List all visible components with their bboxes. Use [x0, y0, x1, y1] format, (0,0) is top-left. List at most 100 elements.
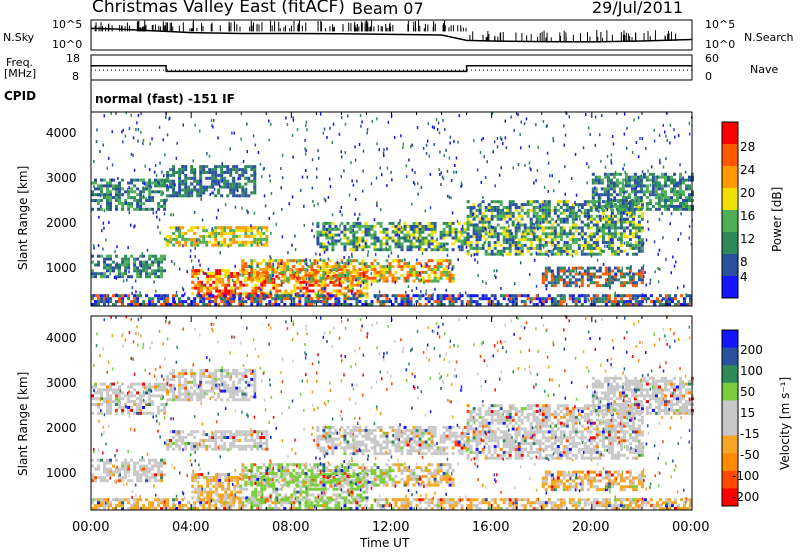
power-cell: [619, 269, 623, 273]
power-cell: [544, 217, 548, 221]
power-cell: [538, 300, 542, 304]
power-cell: [448, 227, 452, 231]
power-cell: [594, 186, 596, 190]
power-cell: [648, 199, 652, 202]
power-cell: [358, 143, 361, 146]
power-cell: [405, 175, 408, 179]
velocity-cell: [133, 394, 137, 398]
power-cell: [446, 253, 449, 257]
power-cell: [631, 284, 635, 288]
power-cell: [205, 176, 209, 180]
power-cell: [308, 277, 312, 281]
power-cell: [334, 239, 338, 243]
power-cell: [289, 270, 293, 274]
power-cell: [121, 257, 125, 261]
power-cell: [388, 221, 392, 225]
velocity-cell: [196, 392, 200, 396]
power-cell: [605, 282, 608, 286]
power-cell: [274, 294, 278, 298]
power-cell: [217, 165, 221, 169]
velocity-cell: [238, 398, 242, 402]
power-cell: [574, 203, 578, 207]
power-cell: [612, 181, 616, 185]
power-cell: [403, 227, 407, 231]
power-cell: [640, 249, 644, 253]
power-cell: [379, 300, 383, 304]
power-cell: [130, 303, 134, 306]
power-cell: [520, 238, 524, 242]
power-cell: [397, 221, 401, 225]
power-cell: [148, 193, 152, 197]
power-cell: [529, 229, 533, 233]
power-cell: [221, 269, 225, 273]
velocity-cell: [181, 430, 185, 434]
velocity-cell: [148, 391, 152, 395]
power-cell: [229, 182, 233, 186]
power-cell: [346, 227, 350, 231]
power-cell: [505, 211, 509, 215]
power-cell: [607, 278, 611, 282]
velocity-cell: [133, 382, 137, 386]
power-cell: [209, 292, 213, 296]
power-cell: [574, 281, 578, 285]
power-cell: [435, 118, 438, 121]
velocity-cell: [115, 458, 118, 462]
power-cell: [547, 226, 551, 230]
power-cell: [613, 220, 617, 224]
velocity-cell: [220, 380, 224, 384]
power-cell: [202, 240, 206, 244]
power-cell: [227, 283, 231, 287]
power-cell: [189, 249, 192, 253]
power-cell: [211, 185, 215, 189]
power-cell: [235, 182, 239, 186]
power-cell: [544, 206, 548, 209]
power-cell: [448, 233, 452, 237]
power-cell: [325, 230, 329, 234]
power-cell: [610, 214, 613, 218]
power-cell: [373, 273, 377, 277]
velocity-cell: [154, 473, 158, 477]
velocity-cell: [133, 467, 137, 471]
power-cell: [614, 303, 616, 307]
velocity-cell: [232, 395, 236, 399]
velocity-cell: [235, 369, 239, 373]
power-cell: [412, 224, 416, 228]
power-cell: [670, 271, 672, 275]
power-cell: [343, 256, 345, 259]
power-cell: [553, 206, 557, 209]
power-cell: [338, 283, 342, 287]
power-cell: [193, 188, 197, 192]
power-cell: [260, 274, 264, 278]
power-cell: [553, 211, 557, 215]
power-cell: [340, 150, 342, 154]
velocity-cell: [178, 447, 182, 451]
power-cell: [619, 300, 623, 304]
power-cell: [406, 294, 410, 298]
power-cell: [439, 270, 443, 274]
power-cell: [416, 126, 419, 130]
power-cell: [313, 270, 317, 274]
power-cell: [166, 188, 170, 192]
power-cell: [334, 224, 338, 228]
power-cell: [556, 203, 560, 207]
power-cell: [594, 207, 598, 211]
power-cell: [215, 277, 219, 281]
power-cell: [446, 169, 449, 173]
velocity-cell: [139, 473, 143, 477]
power-cell: [502, 253, 504, 257]
power-cell: [319, 230, 323, 234]
power-cell: [379, 242, 383, 246]
power-cell: [106, 294, 109, 298]
power-cell: [164, 237, 166, 241]
power-cell: [290, 289, 294, 293]
velocity-cell: [106, 400, 109, 404]
power-cell: [163, 254, 167, 258]
power-cell: [613, 294, 617, 298]
power-cell: [574, 284, 577, 288]
power-cell: [529, 223, 533, 227]
power-cell: [400, 248, 404, 252]
power-cell: [121, 294, 125, 298]
power-cell: [466, 200, 470, 204]
power-cell: [400, 259, 404, 263]
power-cell: [199, 263, 201, 267]
